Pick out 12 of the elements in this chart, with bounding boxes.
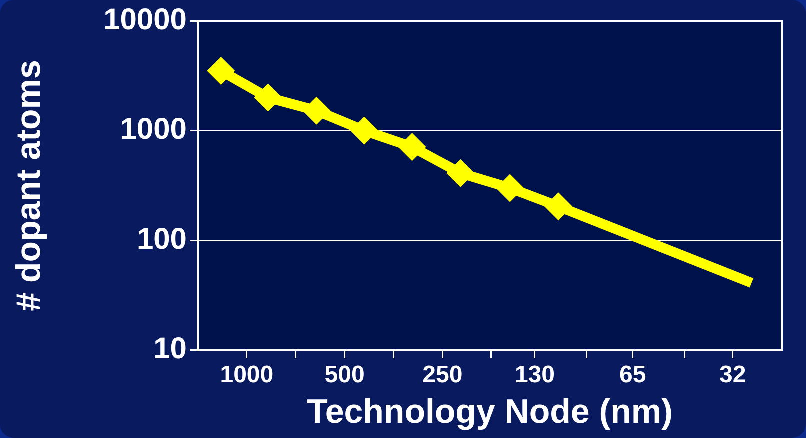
- x-tick-label: 32: [720, 361, 746, 388]
- x-tick-label: 65: [619, 361, 646, 388]
- y-tick-label: 10: [154, 332, 187, 366]
- x-tick-label: 130: [514, 361, 555, 388]
- y-axis-title: # dopant atoms: [10, 60, 48, 312]
- y-tick-label: 100: [136, 222, 187, 256]
- y-tick-label: 10000: [104, 3, 187, 36]
- x-tick-label: 1000: [220, 361, 274, 388]
- x-axis-title: Technology Node (nm): [307, 392, 673, 431]
- x-tick-label: 500: [324, 361, 365, 388]
- x-tick-label: 250: [422, 361, 463, 388]
- y-tick-label: 1000: [120, 113, 187, 146]
